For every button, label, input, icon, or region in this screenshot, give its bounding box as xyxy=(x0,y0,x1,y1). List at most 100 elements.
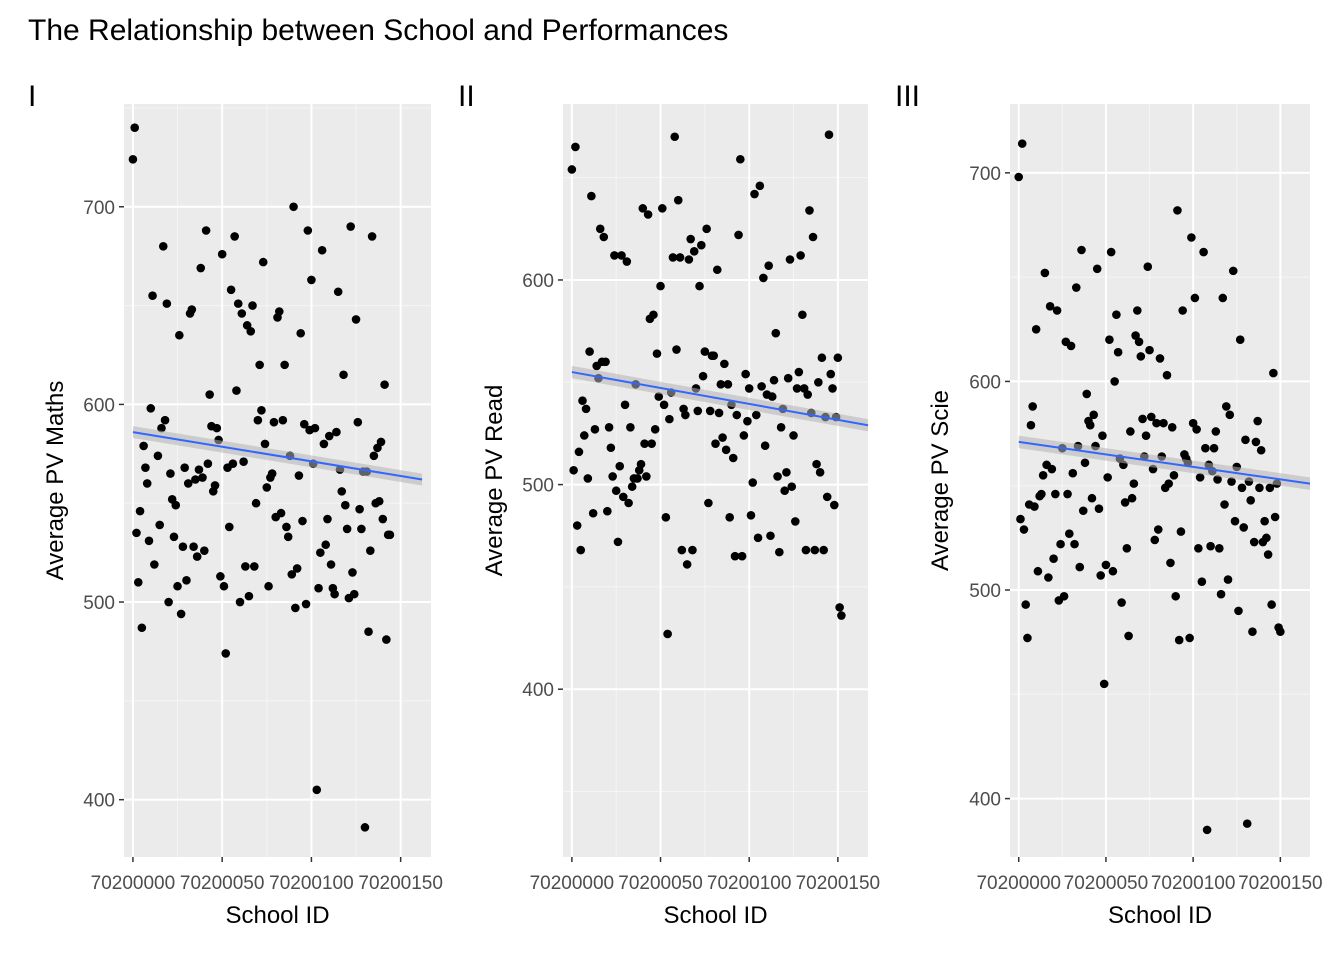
data-point xyxy=(1065,529,1074,538)
data-point xyxy=(1227,477,1236,486)
data-point xyxy=(326,560,336,569)
data-point xyxy=(171,500,181,510)
y-tick-label: 600 xyxy=(522,271,554,292)
data-point xyxy=(153,451,163,461)
data-point xyxy=(1241,435,1250,445)
data-point xyxy=(814,377,823,387)
data-point xyxy=(283,532,293,542)
data-point xyxy=(1089,410,1099,420)
data-point xyxy=(603,506,612,516)
data-point xyxy=(216,572,225,581)
data-point xyxy=(1112,310,1121,319)
x-tick-label: 70200050 xyxy=(1064,873,1149,894)
x-tick-label: 70200000 xyxy=(530,873,615,894)
data-point xyxy=(824,130,834,139)
y-tick-label: 600 xyxy=(969,372,1001,393)
data-point xyxy=(590,425,600,434)
data-point xyxy=(1129,479,1139,488)
data-point xyxy=(1101,560,1111,570)
data-point xyxy=(282,522,291,532)
data-point xyxy=(1230,516,1240,526)
y-axis-title: Average PV Maths xyxy=(42,381,69,581)
data-point xyxy=(1063,489,1072,499)
data-point xyxy=(232,386,241,395)
data-point xyxy=(732,410,742,420)
data-point xyxy=(1052,306,1062,315)
data-point xyxy=(312,785,322,795)
data-point xyxy=(1276,627,1285,637)
data-point xyxy=(677,545,687,555)
data-point xyxy=(1017,139,1027,148)
data-point xyxy=(141,463,150,472)
data-point xyxy=(1153,525,1163,534)
data-point xyxy=(743,416,752,426)
data-point xyxy=(1126,427,1135,436)
data-point xyxy=(316,548,325,557)
data-point xyxy=(360,823,370,832)
data-point xyxy=(353,417,363,427)
data-point xyxy=(610,251,619,260)
panel-tag: III xyxy=(895,80,920,113)
data-point xyxy=(1234,606,1243,616)
data-point xyxy=(1220,500,1229,509)
data-point xyxy=(1075,562,1085,572)
trend-line xyxy=(571,371,869,427)
data-point xyxy=(1211,427,1221,436)
data-point xyxy=(649,310,658,320)
data-point xyxy=(380,380,389,389)
panel-tag: II xyxy=(458,80,475,113)
data-point xyxy=(805,206,814,215)
data-point xyxy=(298,516,307,526)
data-point xyxy=(351,315,361,324)
data-point xyxy=(808,232,818,242)
data-point xyxy=(608,472,617,481)
y-tick-label: 500 xyxy=(522,476,554,497)
data-point xyxy=(1199,247,1208,257)
data-point xyxy=(357,524,366,534)
data-point xyxy=(292,564,302,573)
data-point xyxy=(663,629,672,639)
data-point xyxy=(1216,589,1226,599)
data-point xyxy=(248,301,257,310)
data-point xyxy=(221,649,231,658)
data-point xyxy=(1263,550,1273,559)
data-point xyxy=(1070,539,1079,549)
data-point xyxy=(771,328,781,338)
data-point xyxy=(255,360,264,370)
data-point xyxy=(1131,331,1140,340)
data-point xyxy=(681,410,690,420)
data-point xyxy=(769,375,779,385)
data-point xyxy=(693,406,703,416)
data-point xyxy=(720,359,729,369)
data-point xyxy=(1221,402,1231,411)
data-point xyxy=(1248,627,1257,637)
data-point xyxy=(1113,347,1123,357)
data-point xyxy=(249,562,259,571)
data-point xyxy=(672,345,681,354)
data-point xyxy=(1117,598,1126,607)
data-point xyxy=(652,349,662,358)
data-point xyxy=(654,392,664,401)
data-point xyxy=(1124,631,1133,641)
data-point xyxy=(133,577,143,587)
data-point xyxy=(180,463,189,472)
data-point xyxy=(139,441,148,451)
y-axis-title: Average PV Scie xyxy=(927,390,954,571)
data-point xyxy=(200,546,209,555)
data-point xyxy=(695,281,704,291)
data-point xyxy=(1197,577,1207,586)
data-point xyxy=(376,437,386,447)
data-point xyxy=(1127,493,1137,503)
data-point xyxy=(1031,324,1041,334)
data-point xyxy=(1194,543,1203,553)
data-point xyxy=(369,451,379,461)
data-point xyxy=(244,591,254,601)
x-tick-label: 70200050 xyxy=(180,873,265,894)
data-point xyxy=(233,299,243,308)
data-point xyxy=(132,528,141,538)
data-point xyxy=(1110,377,1119,386)
data-point xyxy=(753,533,763,543)
data-point xyxy=(210,481,220,490)
data-point xyxy=(1136,352,1146,361)
data-point xyxy=(826,369,836,379)
